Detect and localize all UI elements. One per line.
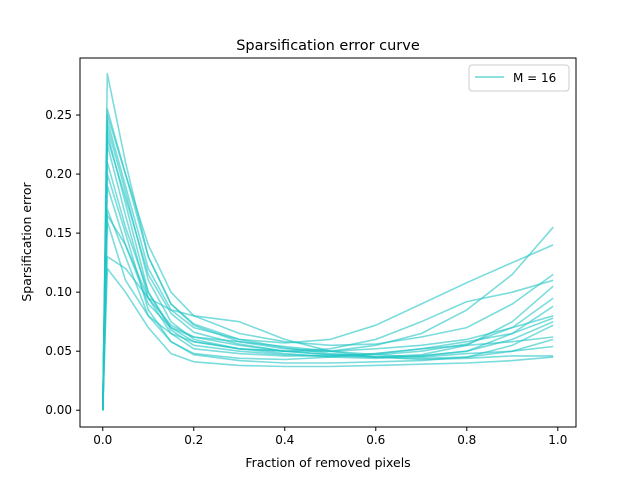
- legend-label: M = 16: [513, 71, 556, 85]
- plot-frame: [79, 57, 577, 428]
- x-tick-label: 0.8: [457, 433, 476, 447]
- y-axis-ticks: 0.00 0.05 0.10 0.15 0.20 0.25: [45, 108, 80, 417]
- x-axis-ticks: 0.0 0.2 0.4 0.6 0.8 1.0: [93, 427, 567, 447]
- y-tick-label: 0.20: [45, 167, 72, 181]
- series-line-1: [102, 72, 554, 411]
- y-axis-label: Sparsification error: [19, 182, 34, 302]
- x-tick-label: 0.2: [184, 433, 203, 447]
- series-line-5: [102, 131, 554, 411]
- series-line-3: [102, 120, 554, 411]
- y-tick-label: 0.15: [45, 226, 72, 240]
- y-tick-label: 0.25: [45, 108, 72, 122]
- y-tick-label: 0.00: [45, 403, 72, 417]
- x-tick-label: 1.0: [548, 433, 567, 447]
- legend: M = 16: [468, 64, 570, 92]
- series-line-15: [102, 108, 554, 411]
- series-line-12: [102, 220, 554, 411]
- y-tick-label: 0.10: [45, 285, 72, 299]
- chart-title: Sparsification error curve: [236, 38, 420, 54]
- series-line-14: [102, 267, 554, 411]
- x-axis-label: Fraction of removed pixels: [245, 455, 410, 470]
- x-tick-label: 0.4: [275, 433, 294, 447]
- series-line-16: [102, 137, 554, 411]
- x-tick-label: 0.6: [366, 433, 385, 447]
- series-line-13: [102, 255, 554, 411]
- series-line-6: [102, 143, 554, 411]
- legend-box: [468, 64, 570, 92]
- y-tick-label: 0.05: [45, 344, 72, 358]
- x-tick-label: 0.0: [93, 433, 112, 447]
- series-lines: [102, 72, 554, 411]
